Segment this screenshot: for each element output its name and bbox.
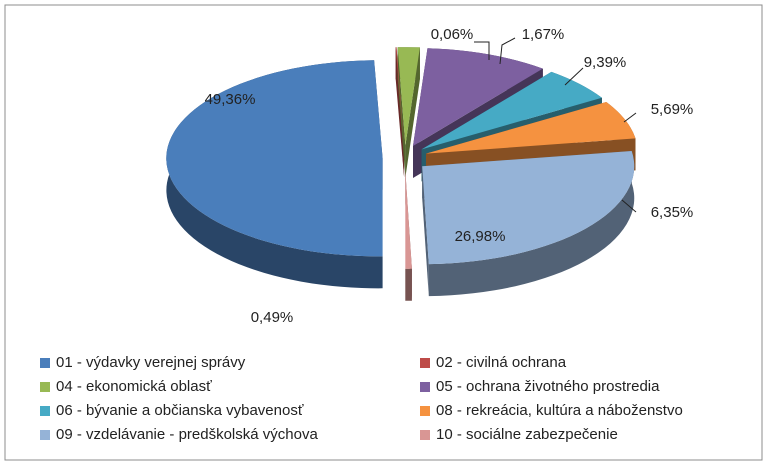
leader-line xyxy=(621,199,637,213)
pie-slice xyxy=(426,102,636,154)
legend-label: 05 - ochrana životného prostredia xyxy=(436,378,660,395)
legend-label: 02 - civilná ochrana xyxy=(436,354,567,371)
data-label: 0,06% xyxy=(431,26,474,43)
legend-label: 04 - ekonomická oblasť xyxy=(56,378,212,395)
data-label: 1,67% xyxy=(522,26,565,43)
data-label: 49,36% xyxy=(205,91,256,108)
leader-line xyxy=(474,41,490,60)
pie-slice xyxy=(422,151,635,265)
slice-side xyxy=(405,47,420,178)
slice-side xyxy=(422,166,429,297)
leader-line xyxy=(564,67,584,86)
legend-label: 10 - sociálne zabezpečenie xyxy=(436,426,618,443)
legend-swatch xyxy=(40,358,50,368)
legend-swatch xyxy=(420,382,430,392)
slice-side xyxy=(397,47,406,178)
pie-slice xyxy=(395,47,405,146)
data-label: 5,69% xyxy=(651,101,694,118)
pie-slice xyxy=(413,48,543,146)
pie-slice xyxy=(405,170,412,269)
slice-side xyxy=(405,268,412,301)
legend-swatch xyxy=(420,358,430,368)
pie-slice xyxy=(421,71,602,150)
legend-swatch xyxy=(420,430,430,440)
legend-label: 09 - vzdelávanie - predškolská výchova xyxy=(56,426,318,443)
leader-line xyxy=(499,37,516,65)
chart-frame xyxy=(4,4,763,461)
pie-slice xyxy=(397,47,420,146)
pie-slice xyxy=(166,60,383,257)
data-label: 0,49% xyxy=(251,309,294,326)
slice-side xyxy=(428,151,635,297)
legend-swatch xyxy=(420,406,430,416)
legend-swatch xyxy=(40,430,50,440)
legend-label: 06 - bývanie a občianska vybavenosť xyxy=(56,402,304,419)
slice-side xyxy=(395,47,397,80)
data-label: 9,39% xyxy=(584,54,627,71)
leader-line xyxy=(623,112,637,123)
legend-label: 01 - výdavky verejnej správy xyxy=(56,354,246,371)
data-label: 6,35% xyxy=(651,204,694,221)
data-label: 26,98% xyxy=(455,228,506,245)
legend-label: 08 - rekreácia, kultúra a náboženstvo xyxy=(436,402,683,419)
legend-swatch xyxy=(40,406,50,416)
legend-swatch xyxy=(40,382,50,392)
